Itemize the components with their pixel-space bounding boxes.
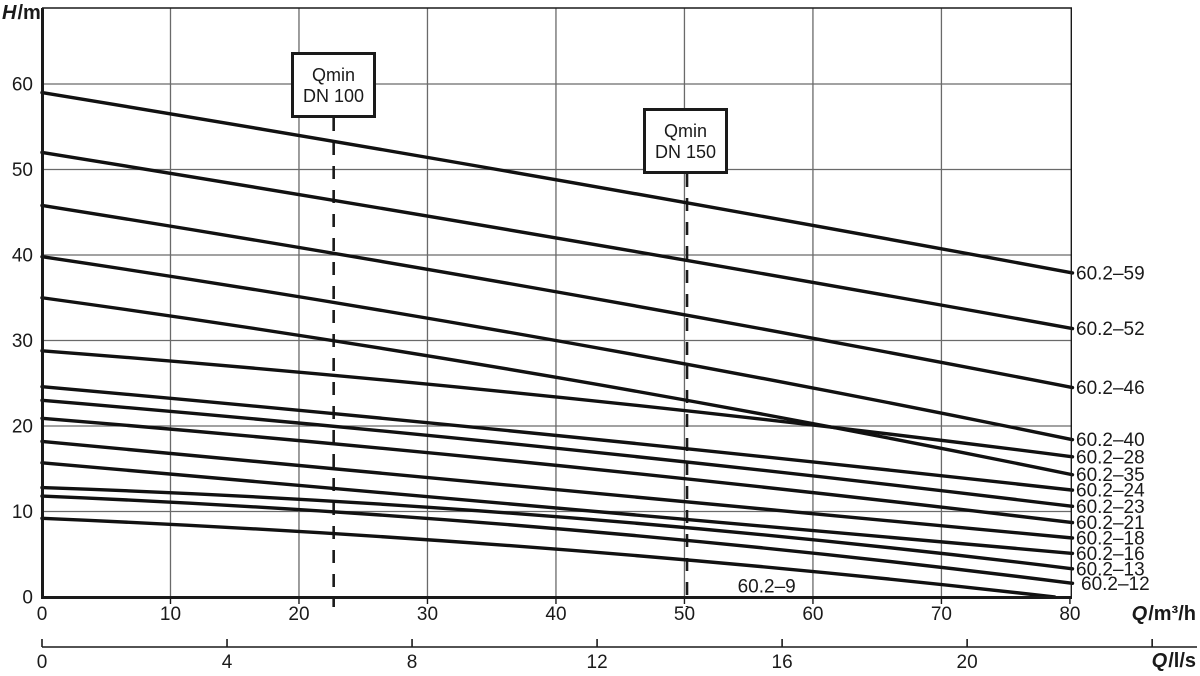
curve-60.2-21 (40, 416, 1075, 525)
curve-label-60.2-28: 60.2–28 (1076, 447, 1145, 468)
y-axis-unit: /m (17, 2, 41, 24)
x-tick-label-40: 40 (545, 604, 566, 625)
curve-label-60.2-35: 60.2–35 (1076, 465, 1145, 486)
x-tick-label-0: 0 (37, 604, 48, 625)
y-axis-title: H/m (2, 2, 41, 25)
ls-tick-label-0: 0 (37, 652, 48, 673)
curve-60.2-46 (40, 203, 1075, 390)
y-axis-variable: H (2, 2, 17, 24)
curve-label-60.2-9: 60.2–9 (738, 576, 796, 597)
x-tick-label-60: 60 (802, 604, 823, 625)
qmin-dn100-annotation-box: Qmin DN 100 (291, 52, 376, 118)
x-axis-ls-variable: Q (1151, 650, 1168, 672)
x-tick-label-80: 80 (1059, 604, 1080, 625)
curve-label-60.2-24: 60.2–24 (1076, 481, 1145, 502)
curve-label-60.2-23: 60.2–23 (1076, 497, 1145, 518)
x-axis-m3h-variable: Q (1131, 603, 1148, 625)
curve-label-60.2-21: 60.2–21 (1076, 513, 1145, 534)
qmin-dn100-line2: DN 100 (302, 85, 365, 106)
curve-60.2-40 (40, 255, 1075, 442)
curve-label-60.2-12: 60.2–12 (1081, 574, 1150, 595)
x-tick-label-30: 30 (417, 604, 438, 625)
y-tick-label-20: 20 (12, 417, 33, 438)
curve-60.2-12 (40, 494, 1075, 586)
curve-60.2-28 (40, 349, 1075, 459)
ls-tick-label-20: 20 (957, 652, 978, 673)
y-tick-label-30: 30 (12, 331, 33, 352)
curve-60.2-59 (40, 90, 1075, 275)
y-tick-label-0: 0 (22, 588, 33, 609)
x-axis-ls-unit: /l/s (1168, 650, 1196, 672)
curve-label-60.2-16: 60.2–16 (1076, 544, 1145, 565)
curve-60.2-16 (40, 461, 1075, 556)
qmin-dn100-line1: Qmin (311, 64, 355, 85)
curve-60.2-24 (40, 384, 1075, 492)
curve-60.2-18 (40, 439, 1075, 540)
curve-label-60.2-40: 60.2–40 (1076, 430, 1145, 451)
curve-60.2-52 (40, 150, 1075, 331)
curve-60.2-13 (40, 485, 1075, 571)
curve-label-60.2-59: 60.2–59 (1076, 263, 1145, 284)
ls-tick-label-12: 12 (587, 652, 608, 673)
x-axis-title-ls: Q/l/s (1152, 650, 1196, 673)
curve-60.2-35 (40, 296, 1075, 477)
ls-tick-label-16: 16 (772, 652, 793, 673)
curve-label-60.2-46: 60.2–46 (1076, 378, 1145, 399)
curve-label-60.2-18: 60.2–18 (1076, 529, 1145, 550)
ls-tick-label-4: 4 (222, 652, 233, 673)
x-tick-label-10: 10 (160, 604, 181, 625)
curve-label-60.2-13: 60.2–13 (1076, 559, 1145, 580)
x-axis-title-m3h: Q/m³/h (1132, 603, 1196, 626)
y-tick-label-10: 10 (12, 502, 33, 523)
y-tick-label-40: 40 (12, 246, 33, 267)
x-tick-label-70: 70 (931, 604, 952, 625)
curve-60.2-23 (40, 398, 1075, 509)
x-tick-label-20: 20 (288, 604, 309, 625)
y-tick-label-50: 50 (12, 160, 33, 181)
qmin-dn150-line1: Qmin (663, 120, 707, 141)
curve-label-60.2-52: 60.2–52 (1076, 319, 1145, 340)
y-tick-label-60: 60 (12, 75, 33, 96)
ls-tick-label-8: 8 (407, 652, 418, 673)
x-axis-m3h-unit: /m³/h (1148, 603, 1196, 625)
qmin-dn150-line2: DN 150 (654, 141, 717, 162)
x-tick-label-50: 50 (674, 604, 695, 625)
qmin-dn150-annotation-box: Qmin DN 150 (643, 108, 728, 174)
curve-60.2-9 (40, 516, 1057, 599)
